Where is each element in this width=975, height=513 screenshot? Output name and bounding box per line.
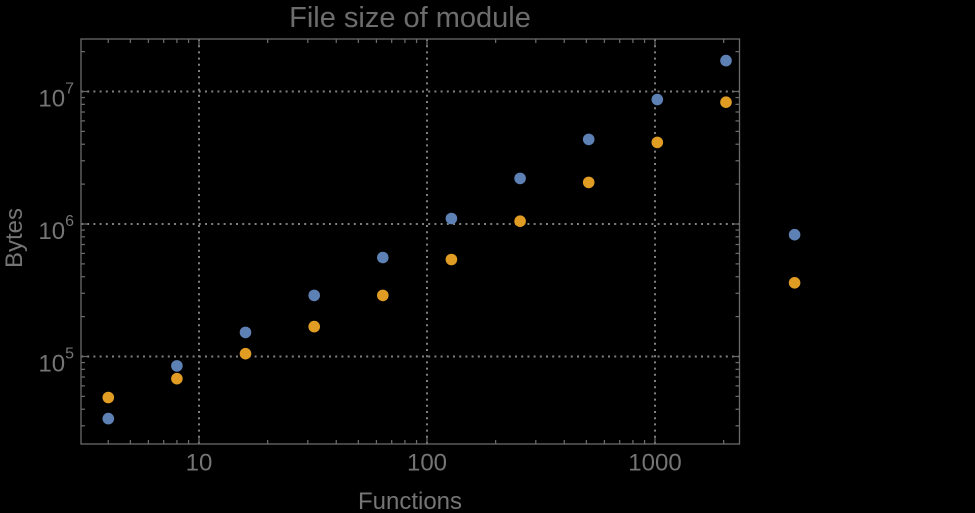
y-axis-label: Bytes — [1, 208, 28, 268]
point-blue-x256 — [514, 172, 526, 185]
point-blue-x8 — [171, 360, 183, 372]
point-blue-x512 — [582, 133, 595, 146]
point-blue-x2048 — [720, 54, 732, 67]
point-orange-x16 — [239, 347, 252, 360]
point-orange-x64 — [377, 289, 389, 302]
point-orange-x128 — [445, 253, 458, 266]
data-points — [102, 54, 801, 425]
series-orange — [102, 96, 801, 404]
series-blue — [102, 54, 801, 425]
x-tick-labels: 10 100 1000 — [186, 450, 682, 477]
x-tick-label-1000: 1000 — [628, 450, 681, 477]
point-blue-x1024 — [651, 93, 664, 106]
point-orange-x256 — [514, 215, 526, 227]
point-blue-x128 — [445, 212, 458, 225]
x-axis-label: Functions — [358, 488, 462, 513]
point-orange-x32 — [308, 320, 321, 333]
point-blue-x64 — [377, 251, 389, 264]
x-tick-label-10: 10 — [186, 450, 213, 477]
point-blue-x32 — [308, 289, 321, 302]
point-blue-x4096 — [788, 228, 801, 241]
y-tick-label-1e6: 106 — [38, 213, 74, 245]
point-orange-x4096 — [788, 277, 801, 289]
y-tick-label-1e7: 107 — [38, 81, 74, 113]
point-orange-x4 — [102, 391, 115, 404]
frame-tickmarks — [81, 39, 740, 444]
point-blue-x16 — [239, 326, 252, 339]
x-tick-label-100: 100 — [407, 450, 447, 477]
chart-title: File size of module — [289, 2, 531, 34]
point-orange-x1024 — [651, 136, 664, 149]
gridlines — [81, 39, 740, 444]
point-blue-x4 — [102, 412, 115, 425]
point-orange-x8 — [171, 372, 183, 385]
y-tick-label-1e5: 105 — [38, 346, 74, 378]
y-tick-labels: 105 106 107 — [38, 81, 74, 378]
point-orange-x2048 — [720, 96, 732, 108]
point-orange-x512 — [582, 176, 595, 189]
plot-frame — [80, 38, 741, 445]
